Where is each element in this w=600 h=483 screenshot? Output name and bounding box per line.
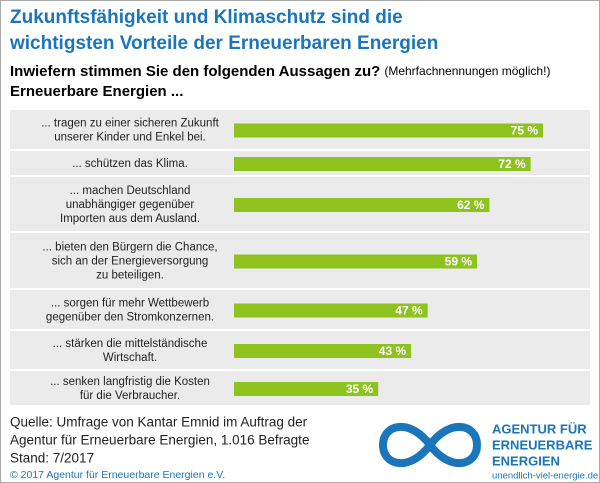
category-label: ... machen Deutschland [70, 185, 191, 197]
copyright: © 2017 Agentur für Erneuerbare Energien … [10, 469, 225, 481]
bar [234, 344, 412, 358]
category-label: ... tragen zu einer sicheren Zukunft [41, 118, 220, 130]
bar [234, 123, 543, 138]
source: Quelle: Umfrage von Kantar Emnid im Auft… [10, 415, 308, 430]
category-label: für die Verbraucher. [80, 390, 180, 402]
value-label: 43 % [379, 344, 407, 358]
value-label: 35 % [346, 382, 374, 396]
bar [234, 382, 379, 396]
category-label: Wirtschaft. [103, 352, 157, 364]
logo-text: AGENTUR FÜR [492, 421, 587, 436]
bar [234, 303, 428, 318]
logo-text: ENERGIEN [492, 453, 560, 468]
note: (Mehrfachnennungen möglich!) [384, 64, 550, 78]
value-label: 47 % [395, 304, 423, 318]
question: Inwiefern stimmen Sie den folgenden Auss… [10, 63, 380, 80]
bar [234, 254, 478, 269]
category-label: Importen aus dem Ausland. [60, 213, 200, 225]
source: Agentur für Erneuerbare Energien, 1.016 … [10, 433, 309, 448]
bar [234, 198, 490, 212]
logo-url: unendlich-viel-energie.de [492, 471, 598, 482]
source: Stand: 7/2017 [10, 451, 94, 466]
chart-title: wichtigsten Vorteile der Erneuerbaren En… [9, 33, 438, 54]
category-label: ... schützen das Klima. [72, 158, 188, 170]
bar [234, 157, 531, 171]
category-label: ... bieten den Bürgern die Chance, [42, 242, 217, 254]
value-label: 75 % [511, 124, 539, 138]
value-label: 62 % [457, 198, 485, 212]
category-label: gegenüber den Stromkonzernen. [46, 312, 214, 324]
category-label: sich an der Energieversorgung [52, 256, 209, 268]
value-label: 59 % [445, 255, 473, 269]
category-label: ... sorgen für mehr Wettbewerb [51, 298, 209, 310]
chart-title: Zukunftsfähigkeit und Klimaschutz sind d… [10, 7, 403, 28]
subtitle: Inwiefern stimmen Sie den folgenden Auss… [10, 63, 550, 80]
logo-mark [378, 423, 482, 467]
logo-text: ERNEUERBARE [492, 437, 593, 452]
lead: Erneuerbare Energien ... [10, 83, 183, 100]
value-label: 72 % [498, 157, 526, 171]
category-label: ... senken langfristig die Kosten [50, 376, 210, 388]
category-label: ... stärken die mittelständische [53, 338, 208, 350]
plot: ... tragen zu einer sicheren Zukunft unse… [10, 110, 590, 405]
category-label: unserer Kinder und Enkel bei. [54, 132, 206, 144]
category-label: unabhängiger gegenüber [66, 199, 195, 211]
category-label: zu beteiligen. [96, 270, 164, 282]
